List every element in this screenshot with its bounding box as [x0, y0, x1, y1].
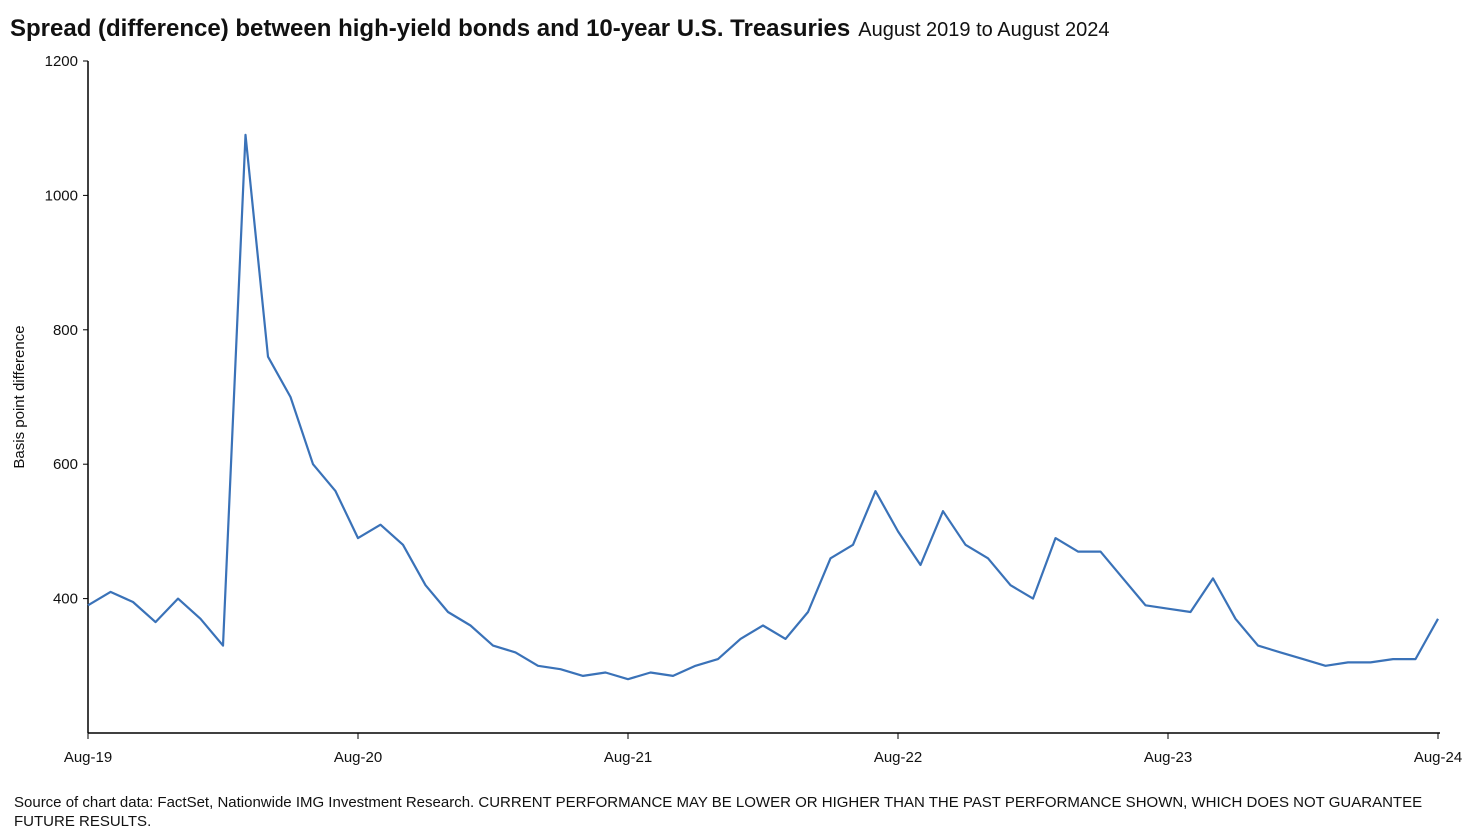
y-tick-label: 600 — [53, 456, 78, 473]
chart-heading: Spread (difference) between high-yield b… — [10, 15, 1110, 42]
x-tick-label: Aug-23 — [1144, 749, 1192, 766]
chart-subtitle: August 2019 to August 2024 — [858, 19, 1109, 41]
y-tick-label: 1200 — [45, 53, 78, 70]
chart: Spread (difference) between high-yield b… — [10, 15, 1462, 766]
y-tick-label: 1000 — [45, 187, 78, 204]
x-tick-label: Aug-20 — [334, 749, 382, 766]
x-tick-label: Aug-21 — [604, 749, 652, 766]
x-tick-label: Aug-24 — [1414, 749, 1462, 766]
y-axis-label: Basis point difference — [11, 325, 28, 468]
y-tick-label: 800 — [53, 322, 78, 339]
series-line — [87, 133, 1439, 681]
chart-title: Spread (difference) between high-yield b… — [10, 15, 850, 42]
x-tick-label: Aug-19 — [64, 749, 112, 766]
y-tick-label: 400 — [53, 591, 78, 608]
x-tick-label: Aug-22 — [874, 749, 922, 766]
source-note: Source of chart data: FactSet, Nationwid… — [14, 794, 1423, 830]
